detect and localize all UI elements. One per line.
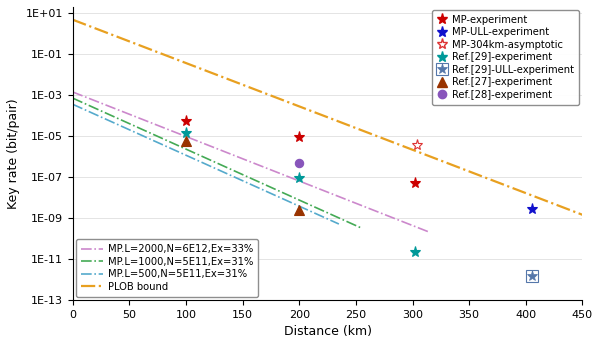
Y-axis label: Key rate (bit/pair): Key rate (bit/pair) xyxy=(7,98,20,209)
MP.L=2000,N=6E12,Ex=33% xyxy=(211,145,218,149)
Ref.[27]-experiment xyxy=(296,208,303,212)
MP.L=2000,N=6E12,Ex=33% xyxy=(326,191,334,195)
X-axis label: Distance (km): Distance (km) xyxy=(284,325,371,338)
MP.L=1000,N=5E11,Ex=31% xyxy=(278,190,285,194)
PLOB bound xyxy=(437,158,444,162)
MP.L=500,N=5E11,Ex=31% xyxy=(69,102,76,106)
Line: Ref.[29]-experiment: Ref.[29]-experiment xyxy=(181,127,421,257)
MP.L=2000,N=6E12,Ex=33% xyxy=(293,178,301,182)
MP.L=2000,N=6E12,Ex=33% xyxy=(69,90,76,94)
PLOB bound xyxy=(235,81,242,85)
Line: Ref.[27]-experiment: Ref.[27]-experiment xyxy=(181,136,304,215)
PLOB bound xyxy=(130,41,137,45)
MP.L=1000,N=5E11,Ex=31% xyxy=(279,190,286,195)
MP.L=1000,N=5E11,Ex=31% xyxy=(358,226,365,230)
Line: MP.L=2000,N=6E12,Ex=33%: MP.L=2000,N=6E12,Ex=33% xyxy=(73,92,430,232)
MP-experiment xyxy=(182,119,190,123)
Line: MP.L=1000,N=5E11,Ex=31%: MP.L=1000,N=5E11,Ex=31% xyxy=(73,98,362,228)
PLOB bound xyxy=(390,140,397,145)
MP.L=500,N=5E11,Ex=31% xyxy=(156,141,163,145)
PLOB bound xyxy=(440,159,447,164)
MP-experiment xyxy=(411,181,418,185)
Ref.[27]-experiment xyxy=(182,139,190,143)
MP.L=2000,N=6E12,Ex=33% xyxy=(426,230,433,234)
MP.L=500,N=5E11,Ex=31% xyxy=(261,189,268,193)
Line: MP-experiment: MP-experiment xyxy=(181,115,421,189)
MP-experiment xyxy=(296,135,303,139)
MP.L=500,N=5E11,Ex=31% xyxy=(101,117,108,121)
Legend: MP.L=2000,N=6E12,Ex=33%, MP.L=1000,N=5E11,Ex=31%, MP.L=500,N=5E11,Ex=31%, PLOB b: MP.L=2000,N=6E12,Ex=33%, MP.L=1000,N=5E1… xyxy=(76,239,258,297)
Ref.[29]-experiment xyxy=(411,249,418,254)
MP.L=2000,N=6E12,Ex=33% xyxy=(112,107,119,111)
MP.L=2000,N=6E12,Ex=33% xyxy=(185,136,193,140)
PLOB bound xyxy=(271,95,278,99)
Line: MP.L=500,N=5E11,Ex=31%: MP.L=500,N=5E11,Ex=31% xyxy=(73,104,339,224)
MP.L=500,N=5E11,Ex=31% xyxy=(335,222,343,226)
MP.L=1000,N=5E11,Ex=31% xyxy=(104,112,111,116)
Ref.[29]-experiment xyxy=(296,176,303,180)
MP.L=1000,N=5E11,Ex=31% xyxy=(251,178,258,182)
Line: PLOB bound: PLOB bound xyxy=(73,20,583,215)
MP.L=1000,N=5E11,Ex=31% xyxy=(184,148,191,152)
MP.L=2000,N=6E12,Ex=33% xyxy=(328,192,335,196)
Ref.[29]-experiment xyxy=(182,131,190,135)
MP.L=500,N=5E11,Ex=31% xyxy=(175,150,182,154)
MP.L=1000,N=5E11,Ex=31% xyxy=(163,138,170,142)
MP.L=1000,N=5E11,Ex=31% xyxy=(69,96,76,100)
MP.L=500,N=5E11,Ex=31% xyxy=(236,178,244,182)
PLOB bound xyxy=(579,213,586,217)
PLOB bound xyxy=(69,18,76,22)
MP.L=500,N=5E11,Ex=31% xyxy=(263,189,270,193)
